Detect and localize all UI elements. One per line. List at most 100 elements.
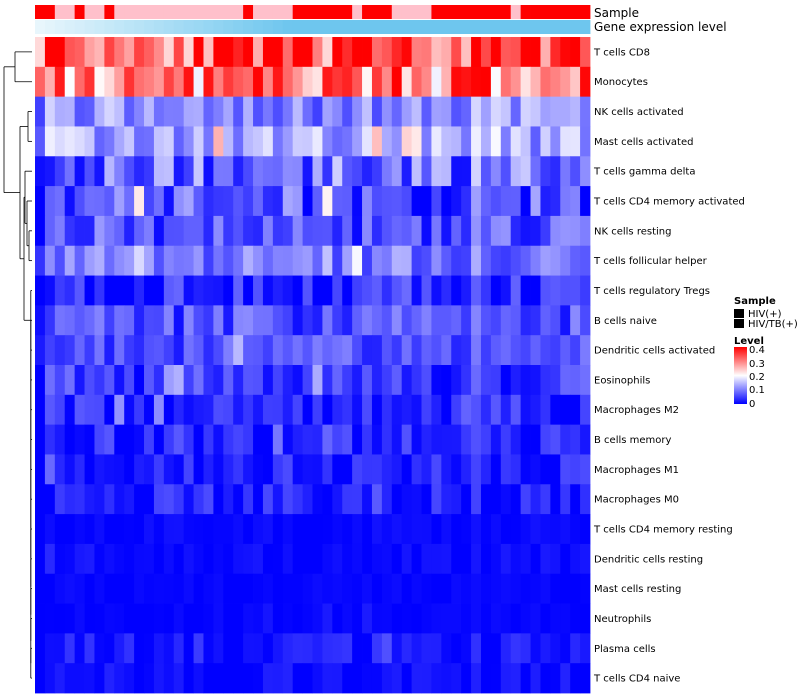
heatmap-cell xyxy=(213,394,224,426)
heatmap-cell xyxy=(213,573,224,604)
heatmap-cell xyxy=(124,424,135,455)
heatmap-cell xyxy=(233,66,244,98)
heatmap-cell xyxy=(223,37,234,68)
heatmap-cell xyxy=(163,424,175,455)
heatmap-cell xyxy=(371,514,383,545)
heatmap-cell xyxy=(153,424,165,455)
heatmap-cell xyxy=(520,573,531,604)
heatmap-cell xyxy=(560,156,571,187)
heatmap-cell xyxy=(104,245,115,276)
heatmap-cell xyxy=(471,275,482,306)
heatmap-cell xyxy=(342,37,353,68)
sample-annotation-cell xyxy=(580,5,591,19)
heatmap-cell xyxy=(530,186,541,217)
heatmap-cell xyxy=(480,126,492,157)
heatmap-cell xyxy=(441,365,452,396)
heatmap-cell xyxy=(94,603,105,634)
heatmap-cell xyxy=(153,37,165,68)
heatmap-cell xyxy=(332,543,343,575)
heatmap-cell xyxy=(292,305,303,336)
heatmap-cell xyxy=(243,275,254,306)
heatmap-cell xyxy=(371,543,383,575)
heatmap-cell xyxy=(371,484,383,515)
sample-annotation-cell xyxy=(322,5,333,19)
heatmap-cell xyxy=(74,394,85,426)
heatmap-cell xyxy=(500,633,512,664)
heatmap-cell xyxy=(223,305,234,336)
heatmap-cell xyxy=(580,394,591,426)
heatmap-cell xyxy=(471,305,482,336)
heatmap-cell xyxy=(203,394,214,426)
heatmap-cell xyxy=(233,573,244,604)
heatmap-cell xyxy=(44,96,56,127)
heatmap-cell xyxy=(243,126,254,157)
heatmap-cell xyxy=(441,126,452,157)
heatmap-cell xyxy=(44,215,56,247)
heatmap-cell xyxy=(173,275,185,306)
heatmap-cell xyxy=(431,275,442,306)
heatmap-cell xyxy=(342,335,353,366)
heatmap-cell xyxy=(302,543,313,575)
heatmap-cell xyxy=(480,394,492,426)
heatmap-cell xyxy=(371,573,383,604)
heatmap-cell xyxy=(203,96,214,127)
heatmap-cell xyxy=(580,215,591,247)
heatmap-cell xyxy=(193,514,204,545)
heatmap-cell xyxy=(94,305,105,336)
heatmap-cell xyxy=(421,603,432,634)
heatmap-cell xyxy=(490,633,502,664)
heatmap-cell xyxy=(580,633,591,664)
expression-annotation-cell xyxy=(153,20,165,34)
heatmap-cell xyxy=(253,245,264,276)
heatmap-cell xyxy=(352,215,363,247)
heatmap-cell xyxy=(144,424,155,455)
heatmap-cell xyxy=(173,96,185,127)
heatmap-cell xyxy=(35,96,46,127)
heatmap-cell xyxy=(64,215,76,247)
heatmap-cell xyxy=(163,633,175,664)
heatmap-cell xyxy=(480,245,492,276)
heatmap-cell xyxy=(35,66,46,98)
heatmap-cell xyxy=(550,603,561,634)
heatmap-cell xyxy=(391,424,403,455)
heatmap-cell xyxy=(114,305,125,336)
heatmap-cell xyxy=(431,454,442,485)
heatmap-cell xyxy=(540,484,551,515)
heatmap-cell xyxy=(144,245,155,276)
heatmap-cell xyxy=(193,484,204,515)
heatmap-cell xyxy=(183,215,194,247)
heatmap-cell xyxy=(144,543,155,575)
heatmap-cell xyxy=(332,305,343,336)
heatmap-cell xyxy=(540,37,551,68)
heatmap-cell xyxy=(262,663,274,694)
heatmap-cell xyxy=(520,156,531,187)
heatmap-cell xyxy=(520,633,531,664)
heatmap-cell xyxy=(124,37,135,68)
heatmap-cell xyxy=(302,633,313,664)
sample-annotation-cell xyxy=(490,5,502,19)
heatmap-cell xyxy=(391,96,403,127)
heatmap-cell xyxy=(362,186,373,217)
heatmap-cell xyxy=(550,633,561,664)
heatmap-cell xyxy=(144,573,155,604)
heatmap-cell xyxy=(144,484,155,515)
heatmap-cell xyxy=(74,186,85,217)
heatmap-cell xyxy=(510,275,522,306)
row-label: B cells memory xyxy=(594,435,671,446)
heatmap-cell xyxy=(253,454,264,485)
heatmap-cell xyxy=(64,156,76,187)
heatmap-cell xyxy=(223,394,234,426)
heatmap-cell xyxy=(163,215,175,247)
heatmap-cell xyxy=(114,96,125,127)
heatmap-cell xyxy=(223,275,234,306)
heatmap-cell xyxy=(44,573,56,604)
heatmap-cell xyxy=(163,663,175,694)
heatmap-cell xyxy=(332,424,343,455)
heatmap-cell xyxy=(580,245,591,276)
heatmap-cell xyxy=(362,424,373,455)
heatmap-cell xyxy=(203,156,214,187)
heatmap-cell xyxy=(163,454,175,485)
heatmap-cell xyxy=(570,156,581,187)
heatmap-cell xyxy=(441,633,452,664)
heatmap-cell xyxy=(342,96,353,127)
